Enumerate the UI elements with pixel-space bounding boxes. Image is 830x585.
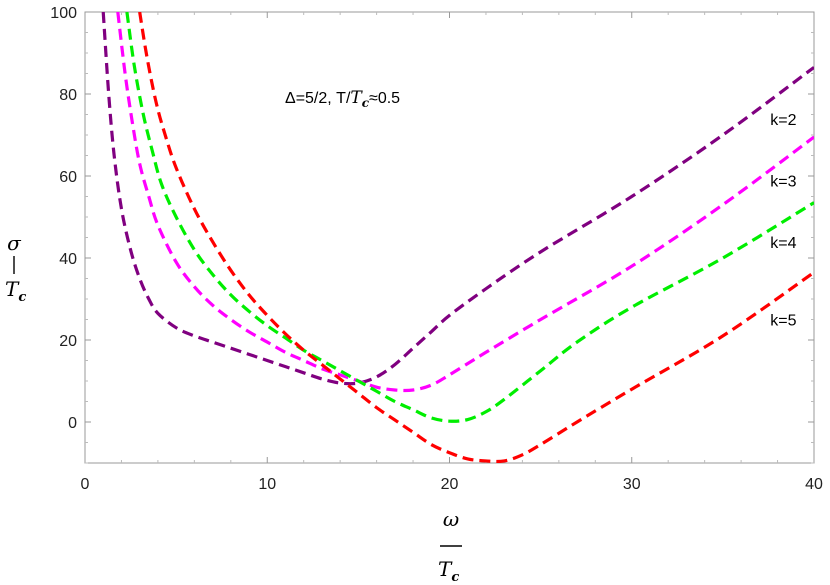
y-axis-label-denominator: Tc <box>5 277 26 305</box>
x-tick-label: 10 <box>258 476 276 493</box>
x-tick-label: 30 <box>623 476 641 493</box>
y-axis-label-numerator: σ <box>7 231 22 255</box>
series-label-k2: k=2 <box>770 112 796 129</box>
series-label-k5: k=5 <box>770 313 796 330</box>
y-tick-label: 40 <box>59 251 77 268</box>
y-axis-label: σ Tc <box>5 231 26 305</box>
axis-ticks: 0 10 20 30 40 0 20 40 60 80 100 <box>50 5 823 493</box>
x-tick-label: 40 <box>805 476 823 493</box>
x-tick-label: 20 <box>441 476 459 493</box>
series-line-k2 <box>101 12 814 386</box>
x-axis-label-denominator: Tc <box>438 557 459 585</box>
series-line-k5 <box>138 12 814 463</box>
series-label-k4: k=4 <box>770 235 796 252</box>
y-tick-label: 80 <box>59 87 77 104</box>
series-line-k3 <box>116 12 814 393</box>
series-labels: k=2 k=3 k=4 k=5 <box>770 112 796 330</box>
y-tick-label: 20 <box>59 333 77 350</box>
x-axis-label-numerator: ω <box>443 507 459 531</box>
series-label-k3: k=3 <box>770 173 796 190</box>
x-tick-label: 0 <box>81 476 90 493</box>
plot-frame <box>84 11 815 464</box>
series-line-k4 <box>125 12 814 423</box>
y-tick-label: 0 <box>68 415 77 432</box>
x-axis-label: ω Tc <box>438 507 462 585</box>
series-lines <box>101 12 814 463</box>
y-tick-label: 100 <box>50 5 77 22</box>
annotation: Δ=5/2, T/Tc≈0.5 <box>285 88 400 110</box>
y-tick-label: 60 <box>59 169 77 186</box>
